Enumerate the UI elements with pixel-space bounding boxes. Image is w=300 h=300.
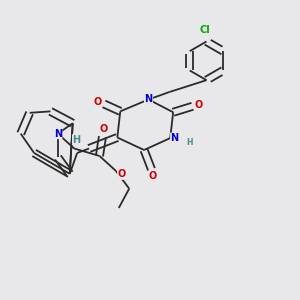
Text: H: H bbox=[73, 135, 81, 145]
Text: N: N bbox=[54, 129, 62, 139]
Text: N: N bbox=[171, 133, 179, 143]
Text: H: H bbox=[186, 138, 193, 147]
Text: Cl: Cl bbox=[200, 25, 210, 35]
Text: O: O bbox=[118, 169, 126, 179]
Text: O: O bbox=[195, 100, 203, 110]
Text: O: O bbox=[99, 124, 107, 134]
Text: O: O bbox=[149, 171, 157, 181]
Text: O: O bbox=[94, 97, 102, 106]
Text: N: N bbox=[145, 94, 153, 104]
